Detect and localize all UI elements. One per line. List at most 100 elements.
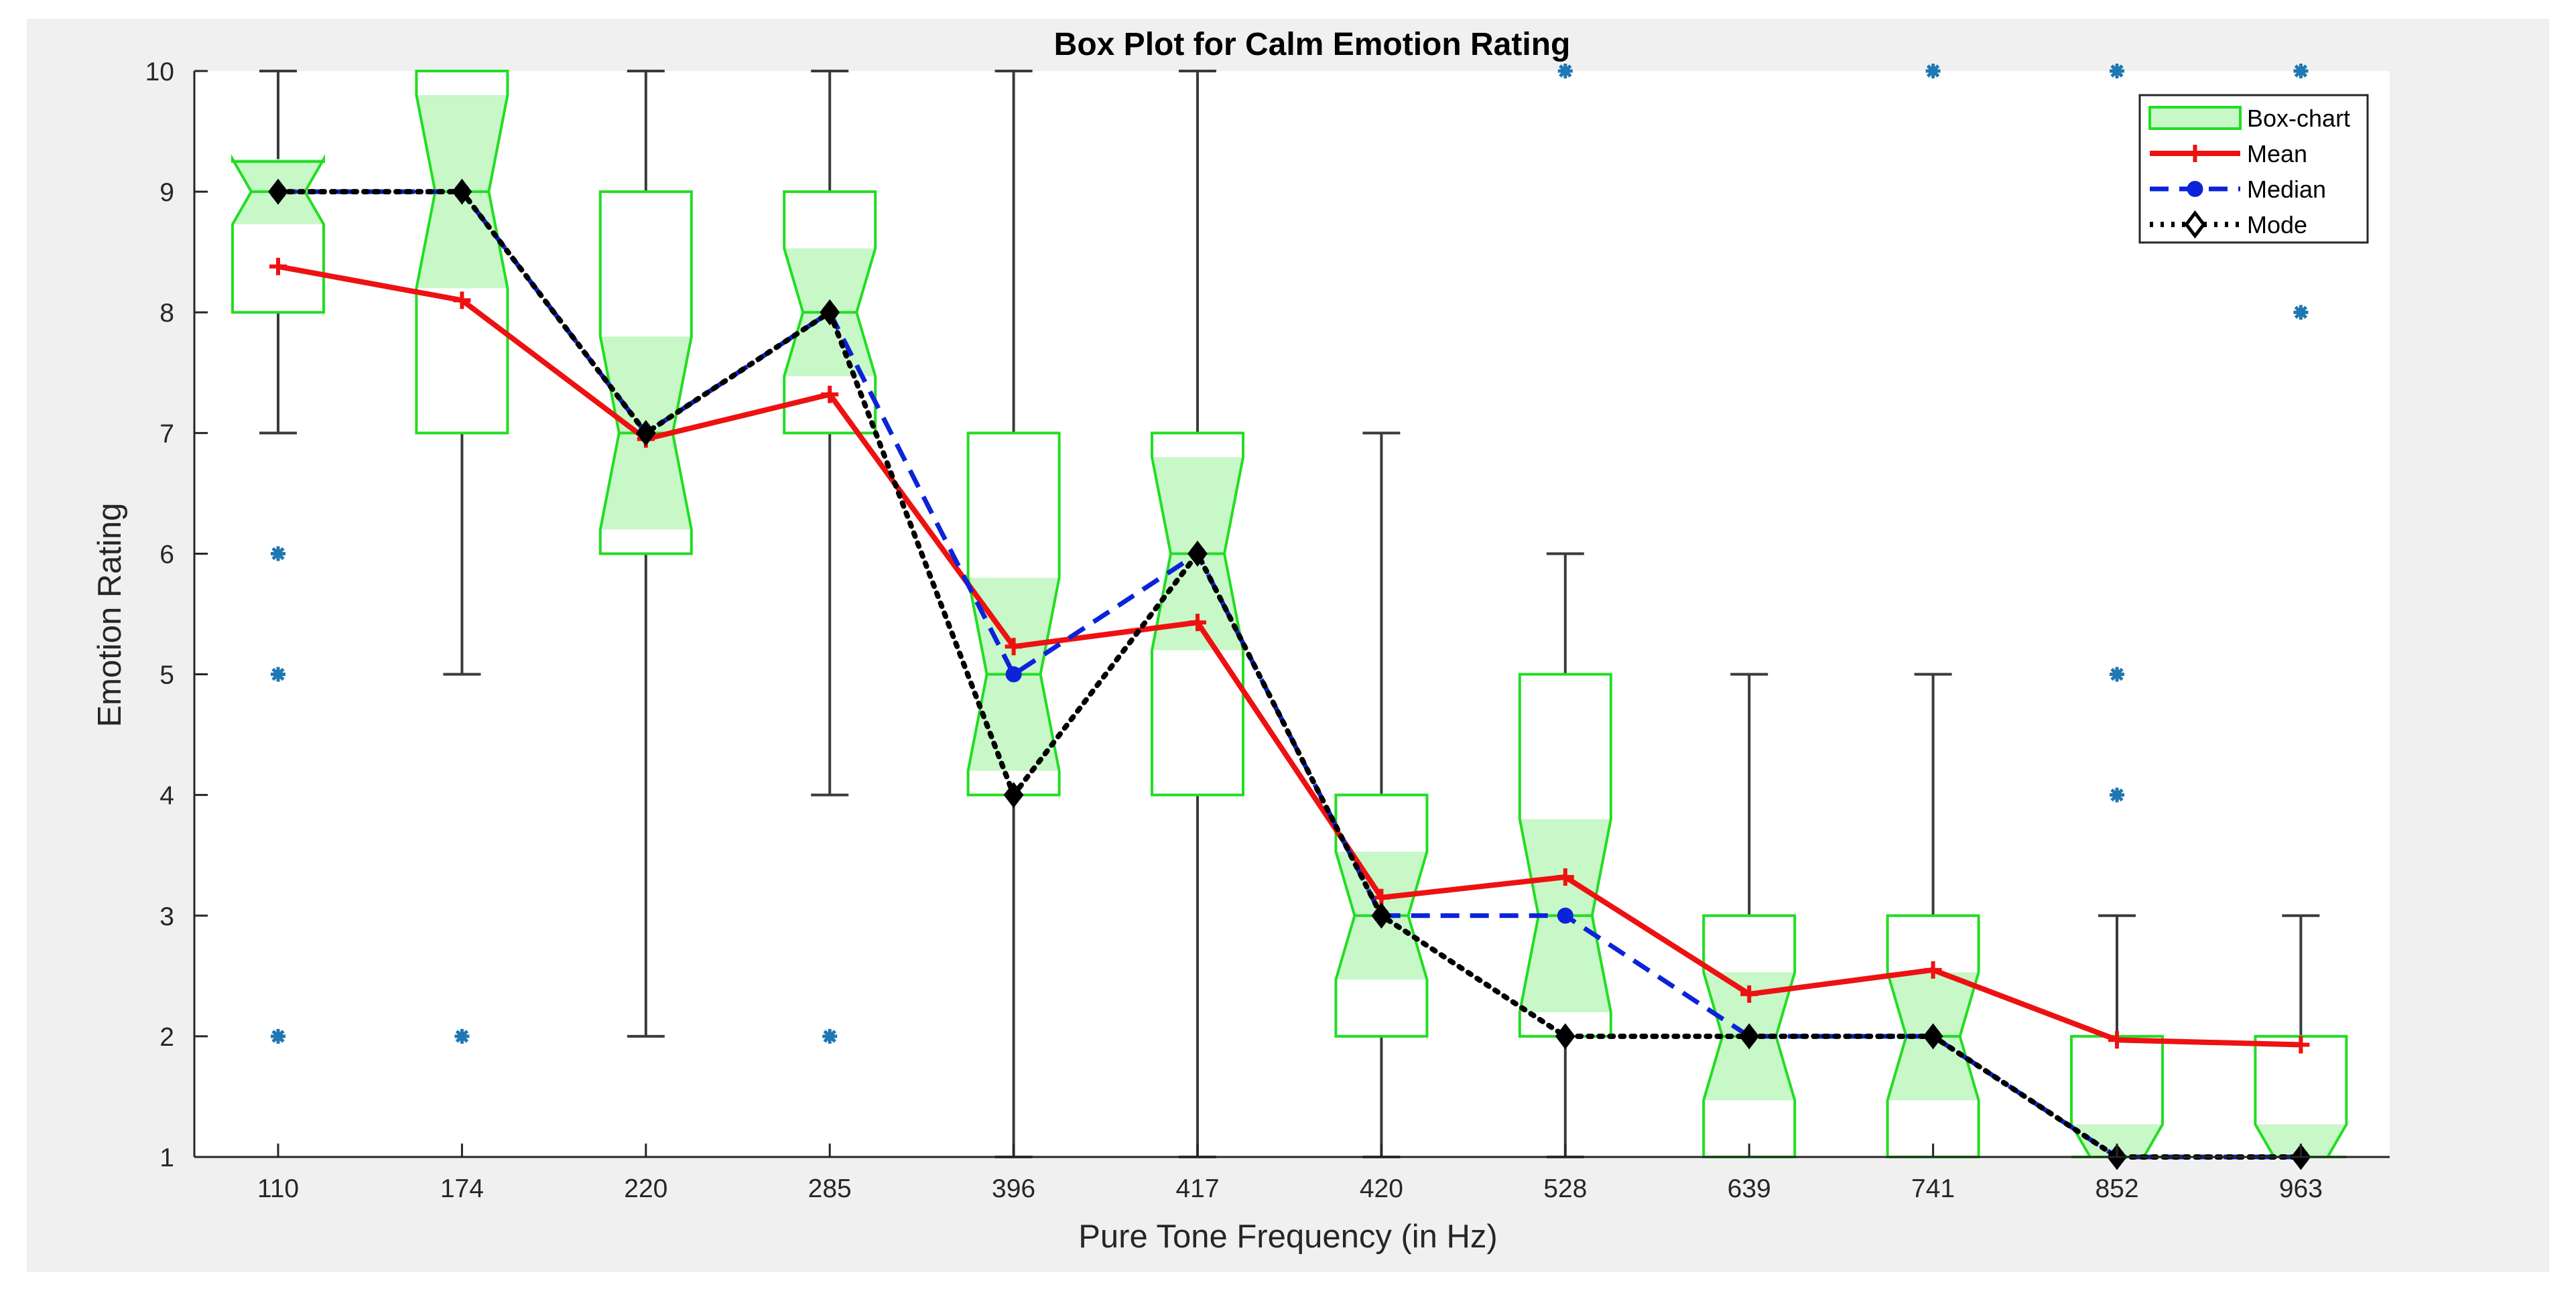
- mean-marker: [1005, 638, 1023, 656]
- mean-marker: [453, 291, 471, 310]
- x-tick-label: 220: [624, 1174, 667, 1203]
- series-mode: [268, 178, 2311, 1170]
- box-outline: [1151, 431, 1244, 797]
- mean-marker: [1556, 868, 1574, 886]
- x-tick-label: 174: [440, 1174, 484, 1203]
- mean-marker: [1189, 614, 1206, 632]
- mode-marker: [635, 419, 656, 446]
- legend-item-box-chart: Box-chart: [2148, 105, 2350, 132]
- mode-marker: [452, 178, 472, 205]
- outlier-stroke: [2110, 64, 2124, 78]
- x-tick-label: 420: [1360, 1174, 1403, 1203]
- legend-swatch-box: [2148, 106, 2242, 130]
- outlier-point: [2110, 787, 2124, 803]
- outlier-stroke: [271, 547, 285, 561]
- y-tick-label: 1: [159, 1144, 174, 1172]
- outlier-point: [2110, 667, 2124, 682]
- y-tick-label: 6: [159, 540, 174, 569]
- legend-label: Median: [2247, 176, 2326, 203]
- legend-swatch-marker: [2186, 145, 2204, 162]
- mean-marker: [1924, 961, 1942, 979]
- y-tick-label: 9: [159, 178, 174, 207]
- box-963: [2254, 914, 2348, 1158]
- outlier-stroke: [2110, 667, 2124, 681]
- outlier-point: [271, 1028, 285, 1044]
- legend-item-median: Median: [2150, 176, 2326, 203]
- outlier-stroke: [271, 1030, 285, 1043]
- box-852: [2070, 914, 2164, 1158]
- y-tick-label: 2: [159, 1023, 174, 1052]
- mode-marker: [1371, 902, 1392, 929]
- mode-marker: [1555, 1023, 1575, 1050]
- median-marker: [1005, 666, 1022, 683]
- legend-item-mean: Mean: [2150, 140, 2307, 167]
- outlier-point: [2293, 305, 2309, 320]
- box-notch-fill: [2255, 1124, 2347, 1157]
- outlier-stroke: [271, 667, 285, 681]
- mean-marker: [1740, 985, 1758, 1003]
- outlier-stroke: [823, 1030, 836, 1043]
- x-tick-label: 963: [2279, 1174, 2323, 1203]
- outlier-stroke: [1559, 64, 1572, 78]
- x-tick-label: 852: [2095, 1174, 2138, 1203]
- x-axis-title: Pure Tone Frequency (in Hz): [1078, 1219, 1498, 1255]
- legend-swatch-marker: [2187, 181, 2203, 197]
- y-tick-label: 8: [159, 299, 174, 328]
- outlier-stroke: [2294, 64, 2308, 78]
- outlier-point: [2110, 64, 2124, 78]
- mean-marker: [2292, 1036, 2310, 1054]
- y-tick-label: 5: [159, 661, 174, 690]
- mode-marker: [1923, 1023, 1943, 1050]
- outlier-point: [454, 1028, 470, 1044]
- legend: Box-chart Mean Median Mode: [2138, 94, 2369, 244]
- x-tick-label: 417: [1175, 1174, 1219, 1203]
- mean-line: [277, 263, 2301, 1048]
- mode-marker: [1739, 1023, 1760, 1050]
- y-tick-label: 3: [159, 902, 174, 931]
- chart-title: Box Plot for Calm Emotion Rating: [1054, 27, 1571, 62]
- box-outline: [231, 153, 325, 314]
- y-tick-label: 4: [159, 782, 174, 811]
- box-outline: [415, 70, 509, 435]
- legend-item-mode: Mode: [2150, 210, 2307, 239]
- x-tick-label: 741: [1911, 1174, 1955, 1203]
- mean-marker: [2108, 1031, 2126, 1049]
- legend-swatch-marker: [2184, 210, 2206, 239]
- box-outline: [598, 190, 693, 555]
- outlier-stroke: [2294, 305, 2308, 319]
- y-axis-title: Emotion Rating: [92, 502, 128, 727]
- mode-marker: [268, 178, 288, 205]
- series-layer: [268, 178, 2311, 1170]
- axes-background: [194, 71, 2390, 1157]
- outlier-point: [2293, 64, 2309, 78]
- mode-marker: [1187, 540, 1208, 567]
- outliers-layer: [271, 64, 2309, 1044]
- mean-marker: [821, 385, 839, 403]
- mode-line: [275, 189, 2304, 1160]
- outlier-stroke: [455, 1030, 469, 1043]
- outlier-point: [1557, 64, 1573, 78]
- median-marker: [1557, 907, 1573, 924]
- outlier-point: [822, 1028, 838, 1044]
- y-tick-label: 7: [159, 419, 174, 448]
- outlier-point: [271, 667, 285, 682]
- x-tick-label: 285: [808, 1174, 852, 1203]
- legend-label: Box-chart: [2247, 105, 2350, 132]
- mode-marker: [1003, 782, 1024, 809]
- legend-label: Mean: [2247, 140, 2307, 167]
- x-tick-label: 396: [992, 1174, 1035, 1203]
- axes-layer: 1 2 3 4 5 6 7 8 9 10 110 174 220 285 396 417 420 528 639 74…: [145, 58, 2390, 1203]
- outlier-stroke: [2110, 788, 2124, 802]
- x-tick-label: 528: [1543, 1174, 1587, 1203]
- legend-label: Mode: [2247, 211, 2307, 238]
- outlier-point: [1925, 64, 1941, 78]
- box-notch-fill: [2071, 1124, 2163, 1157]
- mode-marker: [820, 299, 840, 326]
- outlier-point: [271, 546, 285, 561]
- y-tick-label: 10: [145, 58, 174, 86]
- x-tick-label: 639: [1728, 1174, 1771, 1203]
- outlier-stroke: [1926, 64, 1940, 78]
- box-outline: [966, 431, 1061, 797]
